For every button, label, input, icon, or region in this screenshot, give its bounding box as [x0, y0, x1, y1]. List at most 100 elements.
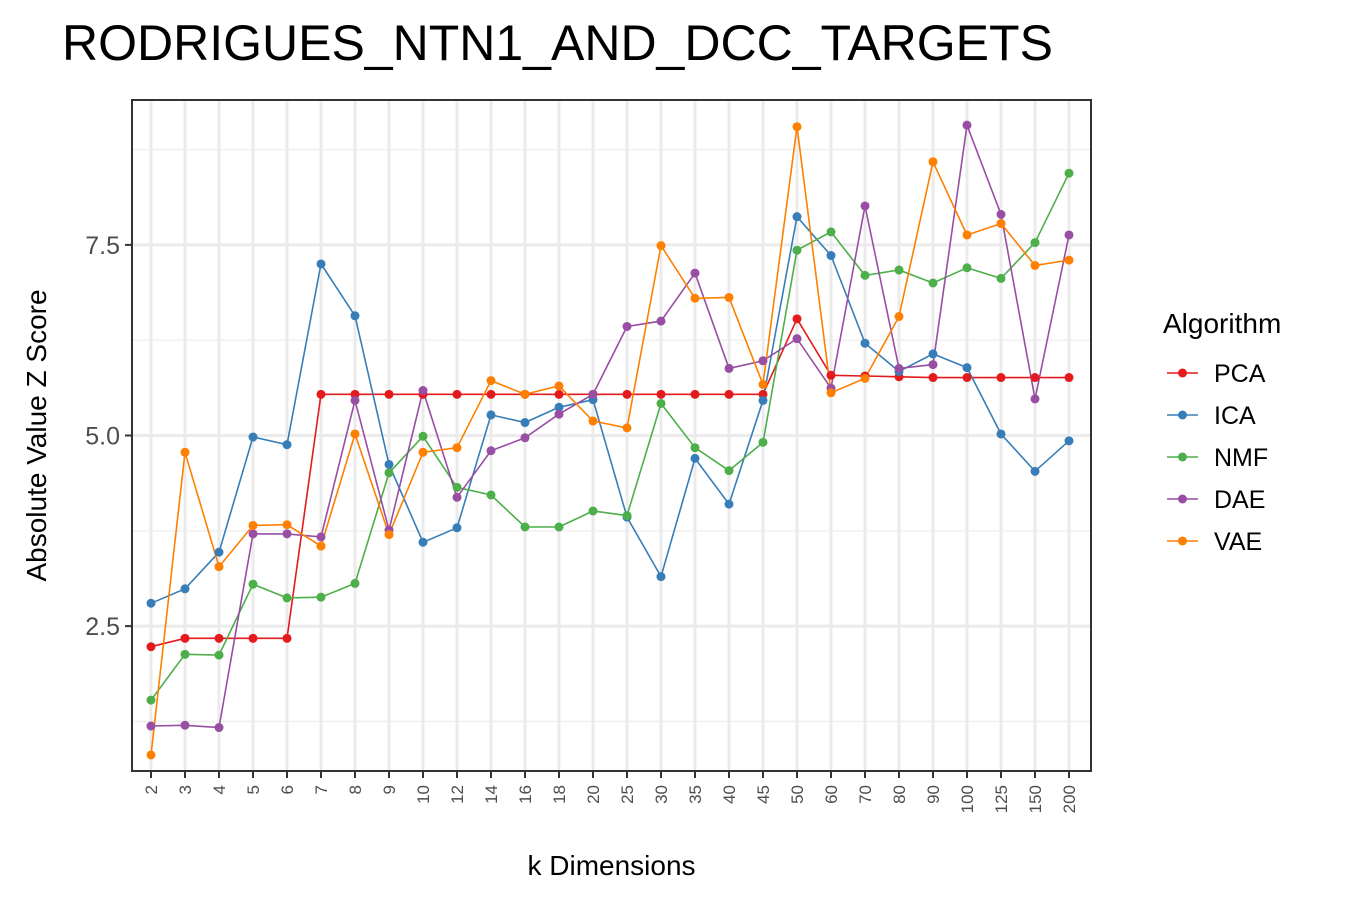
x-axis-title: k Dimensions [527, 850, 695, 881]
data-point-vae [350, 429, 360, 439]
x-axis: 2 3 4 5 6 7 8 9 10 12 14 16 18 20 25 30 35 40 45 50 60 70 80 90… [142, 771, 1079, 813]
data-point-ica [520, 418, 530, 428]
data-point-ica [656, 572, 666, 582]
data-point-pca [724, 389, 734, 399]
data-point-vae [894, 312, 904, 322]
legend-item-nmf: NMF [1167, 444, 1268, 472]
data-point-ica [690, 453, 700, 463]
data-point-nmf [792, 245, 802, 255]
legend-label: VAE [1214, 528, 1262, 556]
data-point-dae [894, 363, 904, 373]
data-point-pca [826, 370, 836, 380]
x-tick-label: 3 [176, 785, 195, 794]
legend-label: NMF [1214, 444, 1268, 472]
data-point-vae [384, 530, 394, 540]
data-point-vae [928, 157, 938, 167]
data-point-pca [248, 633, 258, 643]
legend-item-pca: PCA [1167, 360, 1266, 388]
data-point-pca [622, 389, 632, 399]
data-point-vae [860, 373, 870, 383]
data-point-vae [826, 388, 836, 398]
y-axis-title: Absolute Value Z Score [21, 289, 52, 581]
legend-label: ICA [1214, 402, 1256, 430]
data-point-dae [622, 321, 632, 331]
major-gridlines [132, 100, 1091, 771]
data-point-ica [826, 251, 836, 261]
x-tick-label: 150 [1026, 785, 1045, 813]
x-tick-label: 125 [992, 785, 1011, 813]
data-point-ica [452, 523, 462, 533]
data-point-vae [486, 376, 496, 386]
legend-item-dae: DAE [1167, 486, 1265, 514]
x-tick-label: 30 [652, 785, 671, 804]
data-point-nmf [860, 270, 870, 280]
x-tick-label: 20 [584, 785, 603, 804]
x-tick-label: 10 [414, 785, 433, 804]
data-point-nmf [146, 695, 156, 705]
data-point-nmf [928, 278, 938, 288]
minor-gridlines [132, 148, 1091, 723]
data-point-pca [1064, 373, 1074, 383]
data-point-pca [282, 633, 292, 643]
data-point-ica [724, 499, 734, 509]
data-point-vae [962, 230, 972, 240]
x-tick-label: 7 [312, 785, 331, 794]
data-point-vae [248, 520, 258, 530]
data-point-dae [214, 723, 224, 733]
x-tick-label: 35 [686, 785, 705, 804]
y-tick-label: 5.0 [85, 423, 120, 451]
data-point-dae [996, 209, 1006, 219]
data-point-nmf [214, 650, 224, 660]
data-point-ica [316, 259, 326, 269]
x-tick-label: 40 [720, 785, 739, 804]
data-point-nmf [690, 443, 700, 453]
data-point-vae [792, 122, 802, 132]
x-tick-label: 12 [448, 785, 467, 804]
data-point-ica [962, 363, 972, 373]
data-point-pca [214, 633, 224, 643]
data-point-vae [622, 423, 632, 433]
chart-title: RODRIGUES_NTN1_AND_DCC_TARGETS [62, 15, 1053, 71]
data-point-dae [724, 363, 734, 373]
data-point-nmf [1030, 238, 1040, 248]
x-tick-label: 5 [244, 785, 263, 794]
data-point-vae [690, 293, 700, 303]
data-point-vae [554, 381, 564, 391]
data-point-dae [1030, 394, 1040, 404]
data-point-nmf [826, 227, 836, 237]
data-point-nmf [316, 592, 326, 602]
x-tick-label: 80 [890, 785, 909, 804]
data-point-pca [656, 389, 666, 399]
series-lines [150, 124, 1070, 756]
data-point-vae [452, 443, 462, 453]
x-tick-label: 90 [924, 785, 943, 804]
data-point-nmf [180, 649, 190, 659]
series-line-vae [150, 126, 1070, 756]
data-point-ica [146, 598, 156, 608]
data-point-vae [146, 750, 156, 760]
data-point-nmf [996, 273, 1006, 283]
data-point-ica [180, 584, 190, 594]
data-point-ica [860, 338, 870, 348]
data-point-dae [962, 120, 972, 130]
data-point-pca [180, 633, 190, 643]
legend: Algorithm PCA ICA NMF DAE VAE [1163, 308, 1281, 556]
data-point-vae [214, 562, 224, 572]
data-point-nmf [1064, 168, 1074, 178]
data-point-pca [928, 373, 938, 383]
x-tick-label: 45 [754, 785, 773, 804]
data-point-dae [248, 529, 258, 539]
x-tick-label: 25 [618, 785, 637, 804]
data-point-vae [724, 292, 734, 302]
series-points [146, 120, 1074, 760]
data-point-vae [996, 219, 1006, 229]
data-point-ica [282, 440, 292, 450]
data-point-ica [928, 349, 938, 359]
data-point-pca [792, 314, 802, 324]
data-point-nmf [486, 490, 496, 500]
data-point-nmf [724, 466, 734, 476]
data-point-dae [316, 532, 326, 542]
data-point-pca [486, 389, 496, 399]
legend-key-point [1178, 410, 1187, 420]
